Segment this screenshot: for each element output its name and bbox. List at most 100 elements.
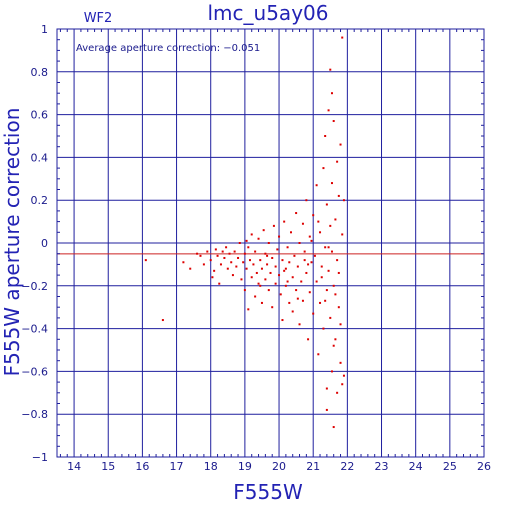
data-point: [267, 289, 270, 292]
data-point: [245, 267, 248, 270]
data-point: [266, 254, 269, 257]
data-point: [320, 276, 323, 279]
data-point: [283, 269, 286, 272]
y-tick-label: 0.8: [31, 66, 49, 79]
data-point: [223, 256, 226, 259]
data-point: [298, 323, 301, 326]
data-point: [242, 261, 245, 264]
data-point: [315, 184, 318, 187]
data-point: [325, 408, 328, 411]
data-point: [235, 265, 238, 268]
data-point: [255, 271, 258, 274]
y-tick-label: 0.6: [31, 109, 49, 122]
data-point: [274, 265, 277, 268]
x-tick-label: 25: [443, 460, 457, 473]
data-point: [324, 135, 327, 137]
data-point: [260, 267, 263, 270]
y-tick-labels: −1 −0.8 −0.6 −0.4 −0.2 0 0.2 0.4 0.6 0.8 1: [21, 23, 48, 464]
x-tick-label: 23: [375, 460, 389, 473]
data-point: [161, 319, 164, 322]
y-tick-label: −0.6: [21, 365, 48, 378]
data-point: [327, 246, 330, 249]
data-point: [286, 246, 289, 249]
data-point: [305, 199, 308, 202]
x-tick-label: 15: [101, 460, 115, 473]
data-point: [308, 235, 311, 238]
data-point: [276, 248, 279, 251]
y-tick-label: −0.4: [21, 323, 48, 336]
data-point: [332, 120, 335, 123]
data-point: [196, 252, 199, 255]
data-point: [266, 263, 269, 266]
data-point: [336, 391, 339, 394]
data-point: [313, 254, 316, 257]
data-point: [230, 261, 233, 264]
data-point: [330, 250, 333, 253]
x-tick-label: 16: [135, 460, 149, 473]
data-point: [254, 295, 257, 298]
data-point: [320, 265, 323, 268]
data-point: [259, 284, 262, 287]
data-point: [329, 224, 332, 227]
data-point: [310, 239, 313, 242]
x-tick-label: 18: [204, 460, 218, 473]
data-point: [250, 276, 253, 279]
data-point: [339, 143, 342, 146]
y-tick-label: 0.4: [31, 151, 49, 164]
panel-label: WF2: [84, 11, 113, 26]
y-tick-label: −0.2: [21, 280, 48, 293]
data-point: [342, 199, 345, 202]
data-point: [284, 284, 287, 287]
y-tick-label: −1: [32, 451, 48, 464]
data-point: [296, 297, 299, 300]
data-point: [240, 278, 243, 281]
data-point: [308, 291, 311, 294]
y-axis-label: F555W aperture correction: [0, 108, 24, 377]
data-point: [213, 269, 216, 272]
data-point: [325, 387, 328, 390]
data-point: [257, 237, 260, 240]
data-point: [330, 92, 333, 95]
data-point: [279, 293, 282, 296]
data-point: [271, 256, 274, 259]
data-point: [189, 267, 192, 270]
data-point: [310, 261, 313, 264]
data-point: [334, 218, 337, 221]
data-point: [233, 250, 236, 253]
data-point: [337, 194, 340, 197]
data-point: [209, 259, 212, 262]
data-point: [303, 250, 306, 253]
data-point: [144, 259, 147, 262]
data-point: [202, 263, 205, 266]
data-points: [144, 36, 345, 429]
data-point: [298, 242, 301, 244]
x-tick-label: 21: [306, 460, 320, 473]
data-point: [254, 250, 257, 253]
data-point: [319, 231, 322, 234]
data-point: [267, 242, 270, 244]
data-point: [250, 233, 253, 236]
data-point: [296, 265, 299, 268]
data-point: [342, 374, 345, 377]
y-tick-label: 0: [41, 237, 48, 250]
data-point: [317, 220, 320, 223]
data-point: [269, 271, 272, 274]
data-point: [317, 353, 320, 356]
data-point: [260, 301, 263, 304]
x-tick-label: 22: [340, 460, 354, 473]
data-point: [337, 271, 340, 274]
data-point: [237, 256, 240, 259]
data-point: [336, 160, 339, 163]
data-point: [288, 261, 291, 264]
data-point: [283, 220, 286, 223]
x-tick-label: 19: [238, 460, 252, 473]
data-point: [221, 250, 224, 253]
data-point: [300, 280, 303, 283]
data-point: [199, 254, 202, 257]
data-point: [334, 338, 337, 341]
data-point: [238, 242, 241, 244]
y-tick-label: 1: [41, 23, 48, 36]
data-point: [330, 182, 333, 185]
data-point: [322, 327, 325, 330]
